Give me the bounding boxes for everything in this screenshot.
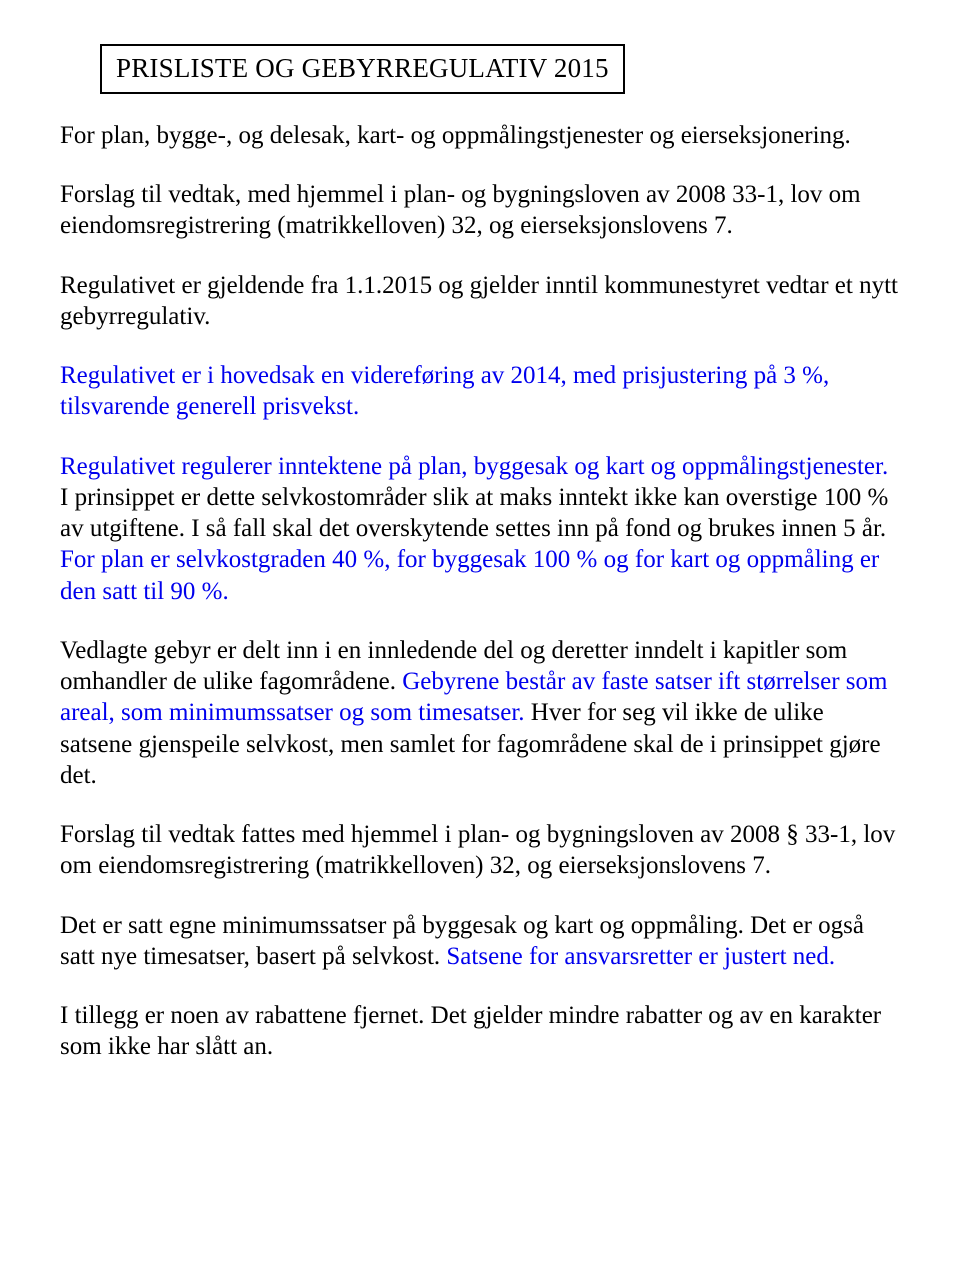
paragraph-legal-basis: Forslag til vedtak, med hjemmel i plan- … xyxy=(60,179,900,242)
page-title: PRISLISTE OG GEBYRREGULATIV 2015 xyxy=(116,53,609,83)
paragraph-intro: For plan, bygge-, og delesak, kart- og o… xyxy=(60,120,900,151)
paragraph-decision-basis: Forslag til vedtak fattes med hjemmel i … xyxy=(60,819,900,882)
paragraph-discounts-removed: I tillegg er noen av rabattene fjernet. … xyxy=(60,1000,900,1063)
text-span: I prinsippet er dette selvkostområder sl… xyxy=(60,484,888,542)
text-span: Satsene for ansvarsretter er justert ned… xyxy=(440,943,835,970)
paragraph-structure: Vedlagte gebyr er delt inn i en innleden… xyxy=(60,635,900,791)
text-span: Regulativet regulerer inntektene på plan… xyxy=(60,453,888,480)
title-box: PRISLISTE OG GEBYRREGULATIV 2015 xyxy=(100,44,625,94)
text-span: For plan er selvkostgraden 40 %, for byg… xyxy=(60,546,879,604)
paragraph-validity: Regulativet er gjeldende fra 1.1.2015 og… xyxy=(60,270,900,333)
paragraph-minimum-rates: Det er satt egne minimumssatser på bygge… xyxy=(60,910,900,973)
document-page: PRISLISTE OG GEBYRREGULATIV 2015 For pla… xyxy=(0,0,960,1261)
paragraph-adjustment: Regulativet er i hovedsak en videreførin… xyxy=(60,360,900,423)
paragraph-income-regulation: Regulativet regulerer inntektene på plan… xyxy=(60,451,900,607)
